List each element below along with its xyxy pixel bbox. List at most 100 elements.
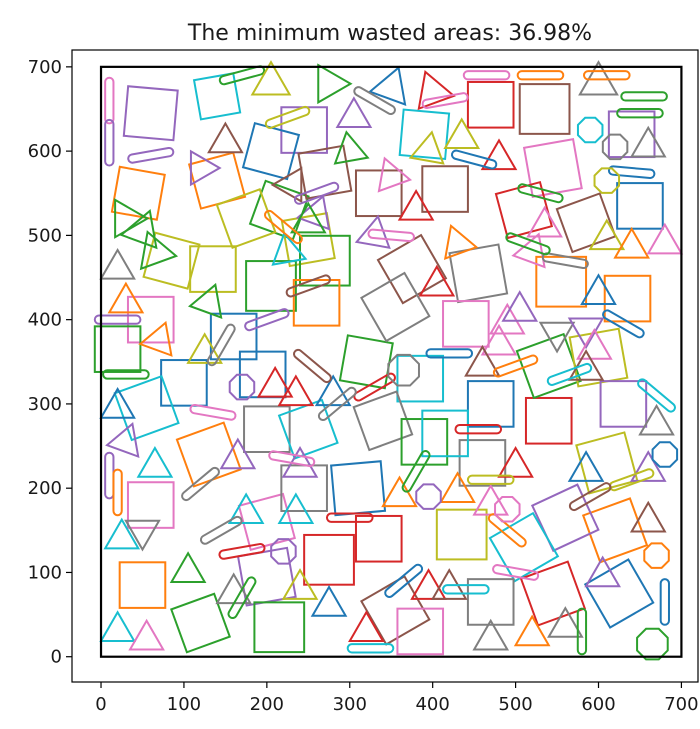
square-piece — [280, 464, 328, 512]
square-piece — [241, 121, 301, 181]
strip-piece — [492, 354, 539, 378]
square-piece — [352, 390, 414, 452]
strip-piece — [492, 564, 540, 581]
square-piece — [396, 607, 445, 656]
strip-piece — [317, 386, 357, 422]
triangle-piece — [348, 610, 385, 643]
x-tick-label: 0 — [95, 694, 106, 715]
square-piece — [126, 295, 175, 344]
axes-frame — [71, 49, 699, 683]
triangle-piece — [289, 201, 327, 234]
triangle-piece — [107, 281, 145, 314]
strip-piece — [607, 165, 656, 179]
triangle-piece — [277, 374, 315, 407]
strip-piece — [199, 515, 243, 545]
square-piece — [354, 514, 403, 563]
triangle-piece — [629, 450, 667, 482]
triangle-piece — [99, 610, 136, 643]
triangle-piece — [256, 365, 294, 398]
square-piece — [192, 72, 242, 121]
square-piece — [118, 561, 167, 609]
triangle-piece — [526, 205, 563, 238]
y-tick-label: 400 — [28, 310, 62, 331]
plot-area — [71, 49, 699, 683]
square-piece — [253, 601, 306, 654]
strip-piece — [206, 323, 236, 367]
y-tick-label: 600 — [28, 141, 62, 162]
y-tick-label: 100 — [28, 562, 62, 583]
octagon-piece — [593, 167, 621, 194]
pieces-layer — [93, 60, 684, 661]
strip-piece — [104, 76, 115, 125]
square-piece — [488, 511, 560, 583]
triangle-piece — [410, 568, 447, 600]
strip-piece — [263, 209, 303, 245]
triangle-piece — [480, 323, 518, 356]
strip-piece — [353, 372, 396, 402]
strip-piece — [293, 348, 332, 384]
triangle-piece — [513, 614, 551, 647]
triangle-piece — [219, 437, 257, 470]
strip-piece — [102, 369, 150, 380]
strip-piece — [616, 108, 664, 119]
square-piece — [113, 374, 180, 442]
triangle-piece — [584, 555, 621, 588]
square-piece — [442, 300, 490, 348]
y-tick-label: 300 — [28, 394, 62, 415]
y-tick-label: 500 — [28, 225, 62, 246]
triangle-piece — [381, 475, 418, 508]
triangle-piece — [119, 209, 158, 250]
triangle-piece — [139, 230, 179, 271]
triangle-piece — [443, 117, 481, 150]
strip-piece — [112, 468, 123, 517]
strip-piece — [541, 252, 589, 270]
strip-piece — [466, 474, 515, 485]
strip-piece — [218, 65, 266, 86]
square-piece — [189, 245, 237, 293]
triangle-piece — [105, 421, 140, 459]
chart-title: The minimum wasted areas: 36.98% — [187, 21, 592, 46]
y-tick-label: 200 — [28, 478, 62, 499]
square-piece — [466, 80, 515, 129]
triangle-piece — [488, 302, 526, 335]
strip-piece — [517, 183, 564, 204]
square-piece — [330, 460, 387, 517]
square-piece — [175, 421, 242, 488]
strip-piece — [189, 403, 237, 421]
triangle-piece — [547, 606, 584, 638]
triangle-piece — [99, 386, 136, 419]
triangle-piece — [207, 121, 244, 154]
triangle-piece — [187, 282, 223, 320]
container-boundary — [99, 65, 683, 658]
strip-piece — [637, 378, 676, 413]
square-piece — [530, 483, 600, 553]
octagon-piece — [601, 133, 629, 161]
triangle-piece — [335, 96, 373, 128]
x-tick-label: 400 — [415, 694, 449, 715]
x-tick-label: 100 — [167, 694, 201, 715]
triangle-piece — [480, 138, 518, 171]
triangle-piece — [629, 125, 667, 158]
triangle-piece — [377, 156, 413, 193]
x-tick-label: 300 — [333, 694, 367, 715]
square-piece — [599, 380, 648, 428]
square-piece — [398, 108, 451, 161]
square-piece — [170, 592, 232, 654]
y-tick-label: 700 — [28, 57, 62, 78]
triangle-piece — [310, 585, 348, 617]
strip-piece — [285, 274, 331, 298]
triangle-piece — [464, 344, 501, 377]
triangle-piece — [227, 492, 265, 525]
square-piece — [396, 354, 445, 403]
x-tick-label: 700 — [664, 694, 698, 715]
triangle-piece — [629, 500, 667, 533]
square-piece — [237, 492, 296, 552]
strip-piece — [462, 70, 511, 81]
square-piece — [466, 578, 515, 626]
octagon-piece — [387, 353, 420, 387]
strip-piece — [293, 181, 340, 205]
triangle-piece — [588, 218, 626, 251]
strip-piece — [384, 563, 424, 599]
y-axis: 0 100 200 300 400 500 600 700 — [28, 57, 72, 668]
